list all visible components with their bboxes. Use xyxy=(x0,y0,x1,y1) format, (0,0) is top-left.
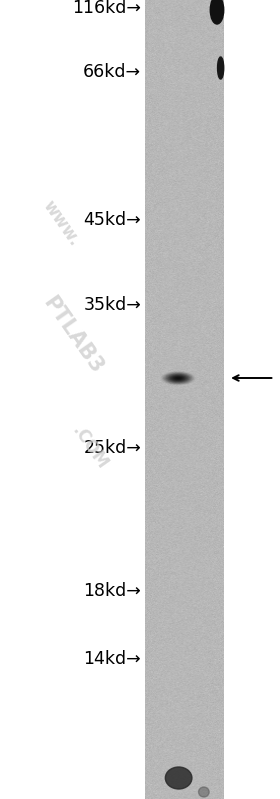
Text: www.: www. xyxy=(39,197,84,250)
Ellipse shape xyxy=(165,767,192,789)
Text: 116kd→: 116kd→ xyxy=(72,0,141,17)
Text: .COM: .COM xyxy=(68,422,111,473)
Text: 66kd→: 66kd→ xyxy=(83,63,141,81)
Ellipse shape xyxy=(199,787,209,797)
Text: 45kd→: 45kd→ xyxy=(83,211,141,229)
Text: 35kd→: 35kd→ xyxy=(83,296,141,314)
Text: 14kd→: 14kd→ xyxy=(83,650,141,668)
Text: 25kd→: 25kd→ xyxy=(83,439,141,457)
Text: PTLAB3: PTLAB3 xyxy=(39,293,107,378)
Ellipse shape xyxy=(218,57,224,79)
Text: 18kd→: 18kd→ xyxy=(83,582,141,600)
Ellipse shape xyxy=(210,0,224,24)
